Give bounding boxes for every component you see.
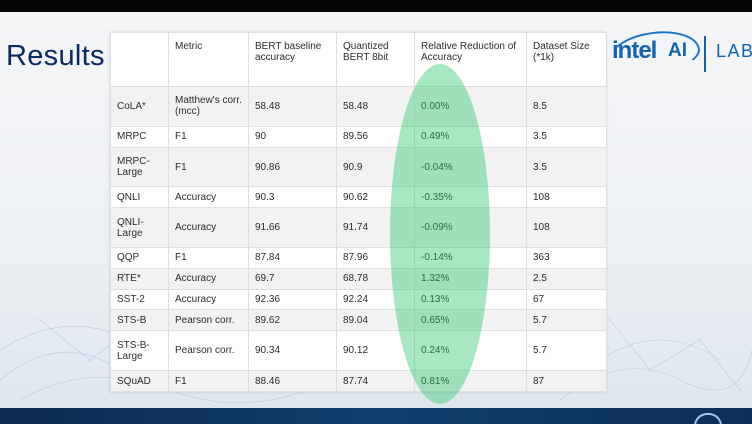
cell-task: MRPC-Large bbox=[110, 146, 169, 188]
cell-reduction: 0.81% bbox=[414, 370, 527, 392]
cell-reduction: 0.49% bbox=[414, 125, 527, 148]
cell-baseline: 87.84 bbox=[248, 247, 337, 269]
cell-metric: Pearson corr. bbox=[168, 309, 249, 332]
table-row: SST-2 Accuracy 92.36 92.24 0.13% 67 bbox=[110, 288, 607, 311]
cell-baseline: 88.46 bbox=[248, 370, 337, 392]
header-quantized: Quantized BERT 8bit bbox=[336, 32, 415, 87]
cell-reduction: -0.14% bbox=[414, 247, 527, 269]
cell-quantized: 87.74 bbox=[336, 370, 415, 392]
cell-quantized: 90.62 bbox=[336, 186, 415, 209]
results-table-container: Metric BERT baseline accuracy Quantized … bbox=[110, 32, 607, 392]
cell-metric: F1 bbox=[168, 370, 249, 392]
cell-task: MRPC bbox=[110, 125, 169, 148]
cell-baseline: 90.86 bbox=[248, 146, 337, 188]
cell-quantized: 68.78 bbox=[336, 267, 415, 290]
cell-dataset-size: 3.5 bbox=[526, 146, 607, 188]
table-row: STS-B-Large Pearson corr. 90.34 90.12 0.… bbox=[110, 330, 607, 372]
table-header-row: Metric BERT baseline accuracy Quantized … bbox=[110, 32, 607, 87]
cell-task: SQuAD bbox=[110, 370, 169, 392]
cell-metric: F1 bbox=[168, 125, 249, 148]
cell-dataset-size: 5.7 bbox=[526, 330, 607, 372]
cell-task: QQP bbox=[110, 247, 169, 269]
cell-reduction: 1.32% bbox=[414, 267, 527, 290]
cell-reduction: 0.00% bbox=[414, 86, 527, 127]
cell-dataset-size: 363 bbox=[526, 247, 607, 269]
cell-reduction: -0.09% bbox=[414, 207, 527, 249]
cell-baseline: 90.34 bbox=[248, 330, 337, 372]
cell-metric: F1 bbox=[168, 247, 249, 269]
cell-quantized: 89.04 bbox=[336, 309, 415, 332]
table-row: CoLA* Matthew's corr. (mcc) 58.48 58.48 … bbox=[110, 86, 607, 127]
cell-quantized: 92.24 bbox=[336, 288, 415, 311]
cell-task: STS-B-Large bbox=[110, 330, 169, 372]
cell-quantized: 58.48 bbox=[336, 86, 415, 127]
intel-ai-lab-logo: intel AI LAB bbox=[605, 25, 752, 81]
table-row: MRPC-Large F1 90.86 90.9 -0.04% 3.5 bbox=[110, 146, 607, 188]
table-row: STS-B Pearson corr. 89.62 89.04 0.65% 5.… bbox=[110, 309, 607, 332]
header-dataset-size: Dataset Size (*1k) bbox=[526, 32, 607, 87]
cell-dataset-size: 2.5 bbox=[526, 267, 607, 290]
cell-reduction: 0.13% bbox=[414, 288, 527, 311]
logo-lab-text: LAB bbox=[716, 41, 752, 61]
cell-dataset-size: 108 bbox=[526, 207, 607, 249]
cell-baseline: 92.36 bbox=[248, 288, 337, 311]
cell-dataset-size: 3.5 bbox=[526, 125, 607, 148]
cell-reduction: 0.24% bbox=[414, 330, 527, 372]
table-row: MRPC F1 90 89.56 0.49% 3.5 bbox=[110, 125, 607, 148]
header-reduction: Relative Reduction of Accuracy bbox=[414, 32, 527, 87]
table-row: SQuAD F1 88.46 87.74 0.81% 87 bbox=[110, 370, 607, 392]
slide-title: Results bbox=[6, 40, 105, 72]
cell-task: SST-2 bbox=[110, 288, 169, 311]
cell-reduction: 0.65% bbox=[414, 309, 527, 332]
cell-metric: Matthew's corr. (mcc) bbox=[168, 86, 249, 127]
top-black-bar bbox=[0, 0, 752, 12]
cell-metric: Accuracy bbox=[168, 207, 249, 249]
bottom-bar bbox=[0, 408, 752, 424]
cell-task: QNLI bbox=[110, 186, 169, 209]
cell-dataset-size: 67 bbox=[526, 288, 607, 311]
cell-task: STS-B bbox=[110, 309, 169, 332]
header-baseline: BERT baseline accuracy bbox=[248, 32, 337, 87]
results-table: Metric BERT baseline accuracy Quantized … bbox=[110, 32, 607, 392]
logo-divider bbox=[704, 36, 706, 72]
cell-metric: F1 bbox=[168, 146, 249, 188]
cell-quantized: 90.9 bbox=[336, 146, 415, 188]
cell-quantized: 89.56 bbox=[336, 125, 415, 148]
header-task bbox=[110, 32, 169, 87]
cell-dataset-size: 8.5 bbox=[526, 86, 607, 127]
cell-baseline: 91.66 bbox=[248, 207, 337, 249]
cell-metric: Accuracy bbox=[168, 186, 249, 209]
table-row: RTE* Accuracy 69.7 68.78 1.32% 2.5 bbox=[110, 267, 607, 290]
cell-quantized: 87.96 bbox=[336, 247, 415, 269]
cell-task: RTE* bbox=[110, 267, 169, 290]
cell-task: QNLI-Large bbox=[110, 207, 169, 249]
cell-baseline: 58.48 bbox=[248, 86, 337, 127]
cell-quantized: 91.74 bbox=[336, 207, 415, 249]
cell-reduction: -0.04% bbox=[414, 146, 527, 188]
logo-intel-text: intel bbox=[612, 37, 657, 64]
cell-baseline: 90 bbox=[248, 125, 337, 148]
cell-quantized: 90.12 bbox=[336, 330, 415, 372]
cell-metric: Accuracy bbox=[168, 267, 249, 290]
table-row: QNLI Accuracy 90.3 90.62 -0.35% 108 bbox=[110, 186, 607, 209]
cell-dataset-size: 87 bbox=[526, 370, 607, 392]
cell-dataset-size: 5.7 bbox=[526, 309, 607, 332]
header-metric: Metric bbox=[168, 32, 249, 87]
cell-baseline: 90.3 bbox=[248, 186, 337, 209]
logo-ai-text: AI bbox=[668, 40, 687, 61]
cell-reduction: -0.35% bbox=[414, 186, 527, 209]
cell-dataset-size: 108 bbox=[526, 186, 607, 209]
table-row: QQP F1 87.84 87.96 -0.14% 363 bbox=[110, 247, 607, 269]
cell-baseline: 89.62 bbox=[248, 309, 337, 332]
cell-metric: Accuracy bbox=[168, 288, 249, 311]
table-row: QNLI-Large Accuracy 91.66 91.74 -0.09% 1… bbox=[110, 207, 607, 249]
cell-metric: Pearson corr. bbox=[168, 330, 249, 372]
cell-baseline: 69.7 bbox=[248, 267, 337, 290]
cell-task: CoLA* bbox=[110, 86, 169, 127]
